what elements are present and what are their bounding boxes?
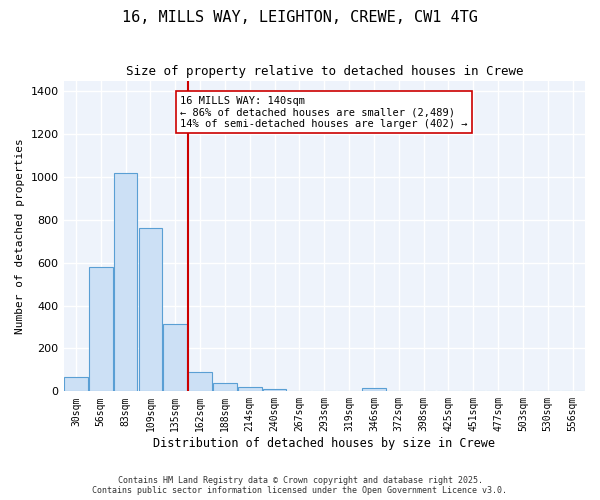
Bar bbox=[163, 324, 187, 392]
Bar bbox=[89, 267, 113, 392]
Bar bbox=[213, 383, 237, 392]
Y-axis label: Number of detached properties: Number of detached properties bbox=[15, 138, 25, 334]
Bar bbox=[114, 172, 137, 392]
Text: Contains HM Land Registry data © Crown copyright and database right 2025.
Contai: Contains HM Land Registry data © Crown c… bbox=[92, 476, 508, 495]
Bar bbox=[238, 386, 262, 392]
Bar bbox=[188, 372, 212, 392]
Text: 16, MILLS WAY, LEIGHTON, CREWE, CW1 4TG: 16, MILLS WAY, LEIGHTON, CREWE, CW1 4TG bbox=[122, 10, 478, 25]
X-axis label: Distribution of detached houses by size in Crewe: Distribution of detached houses by size … bbox=[153, 437, 495, 450]
Title: Size of property relative to detached houses in Crewe: Size of property relative to detached ho… bbox=[125, 65, 523, 78]
Bar bbox=[139, 228, 162, 392]
Bar bbox=[64, 377, 88, 392]
Bar bbox=[263, 389, 286, 392]
Bar bbox=[362, 388, 386, 392]
Text: 16 MILLS WAY: 140sqm
← 86% of detached houses are smaller (2,489)
14% of semi-de: 16 MILLS WAY: 140sqm ← 86% of detached h… bbox=[180, 96, 468, 129]
